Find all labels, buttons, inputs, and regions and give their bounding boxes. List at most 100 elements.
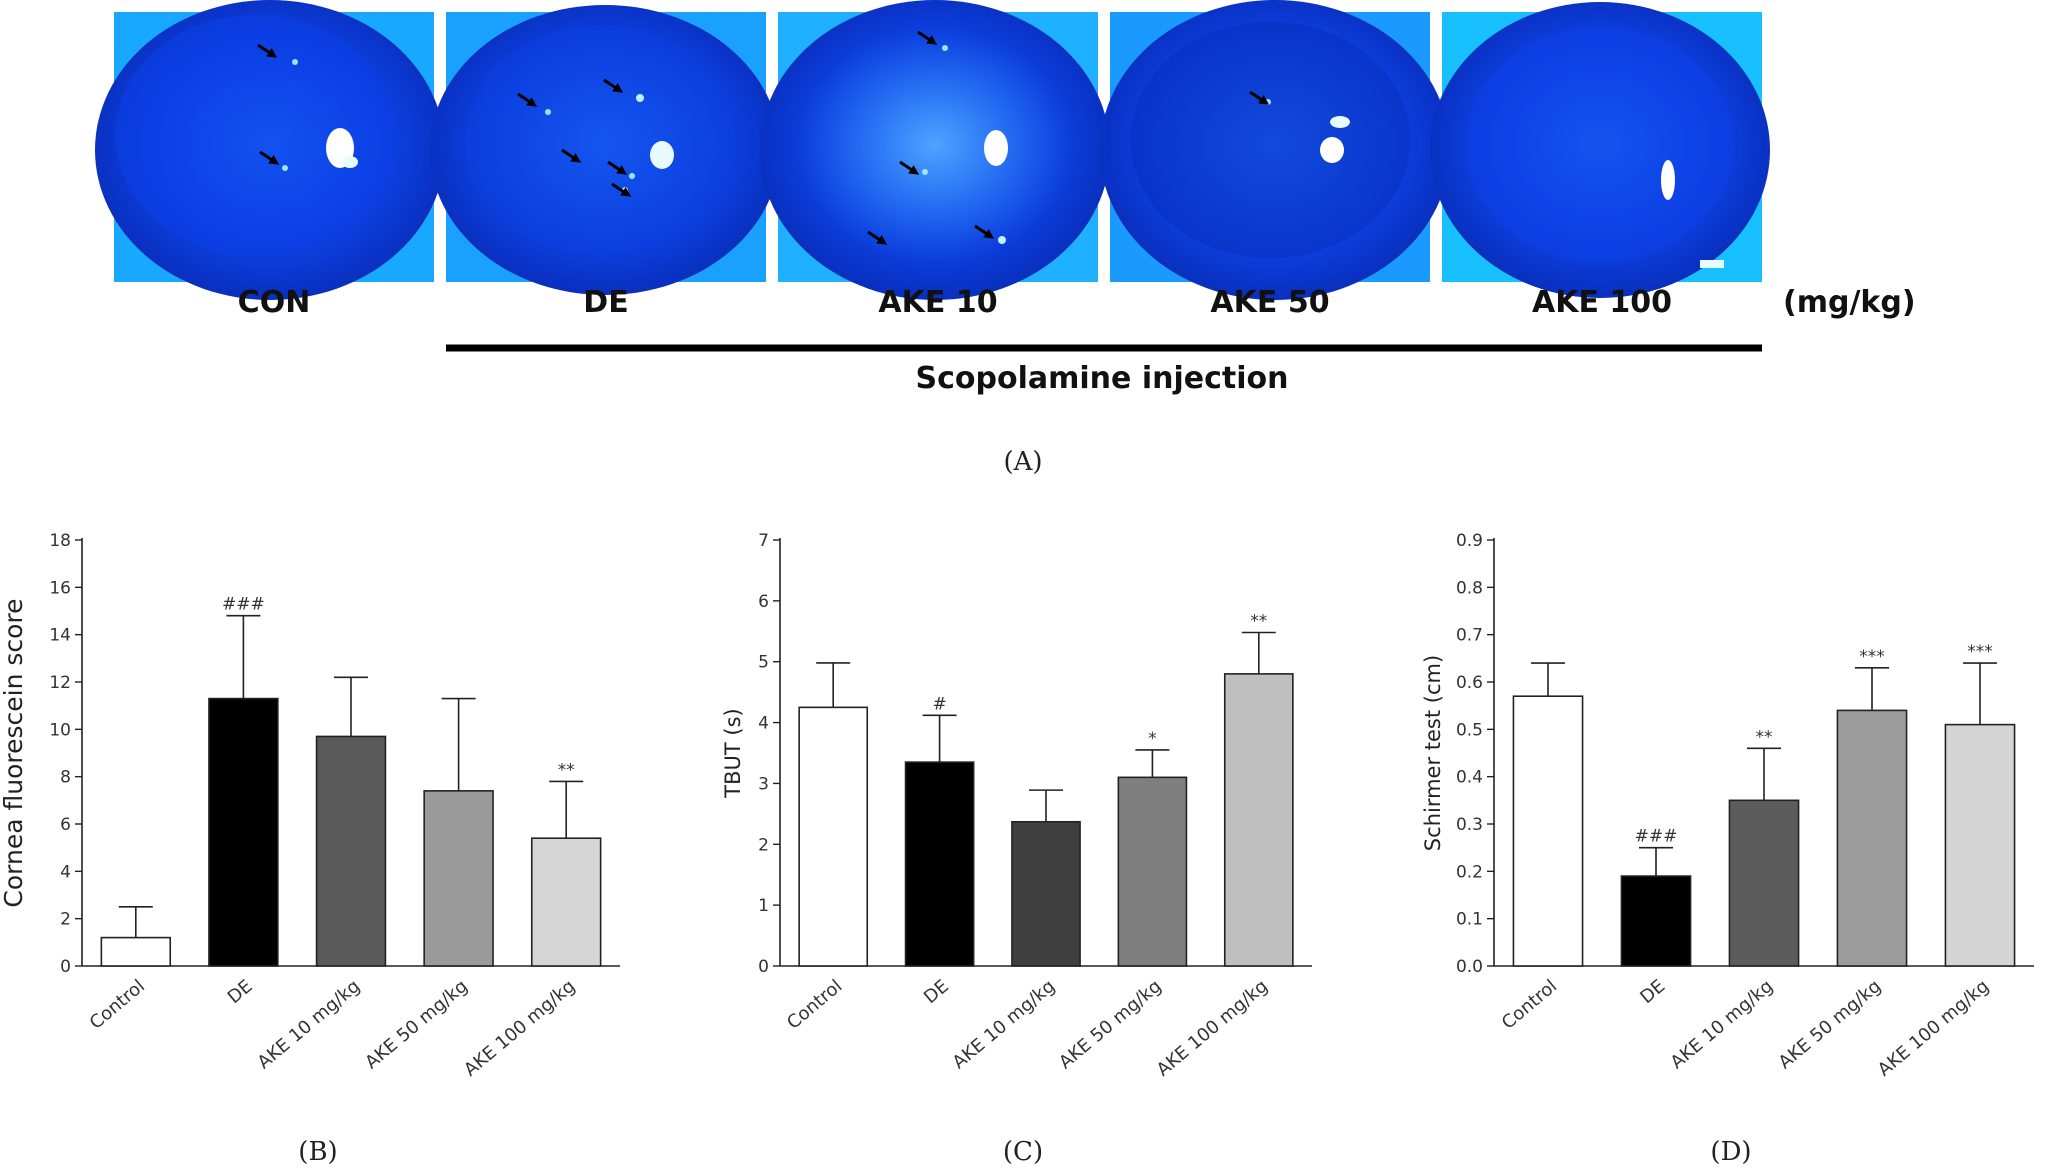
category-label: Control <box>783 976 846 1034</box>
significance-label: ** <box>558 760 575 780</box>
arrow-icon <box>607 160 628 175</box>
category-label: AKE 10 mg/kg <box>949 976 1060 1074</box>
unit-label: (mg/kg) <box>1783 285 1916 320</box>
y-tick-label: 0.5 <box>1456 720 1483 740</box>
significance-label: ** <box>1756 727 1773 747</box>
significance-label: *** <box>1967 642 1993 662</box>
category-label: Control <box>1498 976 1561 1034</box>
arrow-icon <box>561 148 582 163</box>
significance-label: ### <box>222 595 265 615</box>
y-tick-label: 14 <box>49 626 71 646</box>
y-tick-label: 7 <box>758 531 769 551</box>
y-tick-label: 0.2 <box>1456 862 1483 882</box>
category-label: AKE 100 mg/kg <box>1874 976 1993 1081</box>
y-tick-label: 0 <box>758 957 769 977</box>
bar <box>1011 820 1081 967</box>
y-tick-label: 18 <box>49 531 71 551</box>
eye-photo-ake10 <box>760 0 1110 300</box>
y-tick-label: 2 <box>60 910 71 930</box>
bar <box>423 790 494 967</box>
bar <box>1620 875 1692 967</box>
caption-a: (A) <box>1003 447 1042 477</box>
panel-a: CON DE AKE 10 AKE 50 AKE 100 (mg/kg) Sco… <box>95 0 1916 477</box>
bar <box>315 735 387 967</box>
y-tick-label: 1 <box>758 896 769 916</box>
chart-cornea-fluorescein: 0 2 4 6 8 10 12 14 16 18 Cornea fluorescein score C… <box>0 531 620 1167</box>
photo-label: DE <box>583 285 628 320</box>
y-tick-label: 0.6 <box>1456 673 1483 693</box>
eye-photo-ake50 <box>1100 0 1450 300</box>
y-tick-label: 8 <box>60 768 71 788</box>
arrow-icon <box>259 150 280 165</box>
category-label: AKE 10 mg/kg <box>1667 976 1778 1074</box>
y-tick-label: 0.1 <box>1456 910 1483 930</box>
y-tick-label: 3 <box>758 774 769 794</box>
y-axis-label: Schirmer test (cm) <box>1421 655 1445 851</box>
category-label: DE <box>1636 976 1669 1008</box>
photo-label: AKE 50 <box>1210 285 1329 320</box>
y-tick-label: 6 <box>60 815 71 835</box>
significance-label: * <box>1148 729 1157 749</box>
eye-photo-de <box>430 5 780 295</box>
arrow-icon <box>517 92 538 107</box>
category-label: AKE 50 mg/kg <box>361 976 472 1074</box>
category-label: AKE 100 mg/kg <box>460 976 579 1081</box>
y-axis-label: Cornea fluorescein score <box>0 598 28 907</box>
y-tick-label: 6 <box>758 592 769 612</box>
category-label: Control <box>86 976 149 1034</box>
y-tick-label: 0.9 <box>1456 531 1483 551</box>
y-tick-label: 12 <box>49 673 71 693</box>
category-label: DE <box>920 976 953 1008</box>
y-tick-label: 0.8 <box>1456 578 1483 598</box>
eye-photo-con <box>95 0 445 300</box>
arrow-icon <box>867 230 888 245</box>
y-axis-label: TBUT (s) <box>721 708 745 798</box>
category-label: AKE 10 mg/kg <box>254 976 365 1074</box>
bar <box>904 761 975 967</box>
y-tick-label: 2 <box>758 835 769 855</box>
y-tick-label: 4 <box>60 862 71 882</box>
significance-label: ### <box>1635 827 1678 847</box>
chart-schirmer: 0.0 0.1 0.2 0.3 0.4 0.5 0.6 0.7 0.8 0.9 Schirmer t… <box>1421 531 2034 1167</box>
arrow-icon <box>974 224 995 239</box>
arrow-icon <box>611 182 632 197</box>
bar <box>1223 673 1294 967</box>
photo-label: AKE 100 <box>1532 285 1672 320</box>
chart-caption: (B) <box>298 1137 337 1167</box>
bar <box>1836 709 1908 967</box>
significance-label: # <box>932 694 946 714</box>
y-tick-label: 5 <box>758 653 769 673</box>
y-tick-label: 0.0 <box>1456 957 1483 977</box>
y-tick-label: 16 <box>49 578 71 598</box>
arrow-icon <box>899 160 920 175</box>
bar <box>100 936 172 967</box>
y-tick-label: 0 <box>60 957 71 977</box>
significance-label: *** <box>1859 647 1885 667</box>
bar <box>798 706 869 967</box>
bar <box>530 837 602 967</box>
photo-label: AKE 10 <box>878 285 997 320</box>
y-tick-label: 0.3 <box>1456 815 1483 835</box>
category-label: AKE 100 mg/kg <box>1153 976 1272 1081</box>
bar <box>1944 723 2016 967</box>
arrow-icon <box>257 43 278 58</box>
arrow-icon <box>1249 90 1270 105</box>
arrow-icon <box>603 78 624 93</box>
category-label: DE <box>224 976 257 1008</box>
significance-label: ** <box>1250 612 1267 632</box>
bar <box>1512 695 1584 967</box>
y-tick-label: 10 <box>49 720 71 740</box>
bar <box>1117 776 1188 967</box>
y-tick-label: 4 <box>758 714 769 734</box>
arrow-icon <box>917 30 938 45</box>
y-tick-label: 0.4 <box>1456 768 1483 788</box>
y-tick-label: 0.7 <box>1456 626 1483 646</box>
eye-photo-ake100 <box>1430 2 1770 298</box>
chart-caption: (D) <box>1710 1137 1751 1167</box>
category-label: AKE 50 mg/kg <box>1775 976 1886 1074</box>
photo-label: CON <box>238 285 311 320</box>
category-label: AKE 50 mg/kg <box>1055 976 1166 1074</box>
scopolamine-label: Scopolamine injection <box>916 361 1289 396</box>
